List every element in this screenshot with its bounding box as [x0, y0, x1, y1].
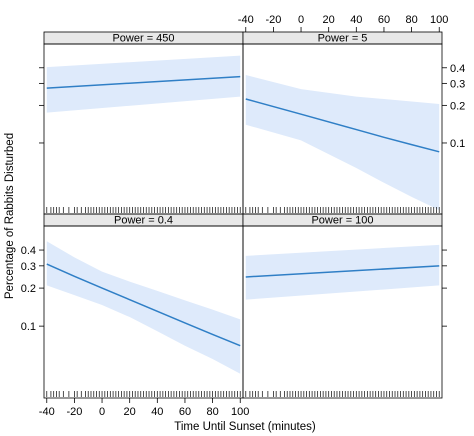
panel-strip-label: Power = 450: [112, 33, 174, 45]
x-tick-label: 40: [350, 14, 362, 26]
confidence-band: [245, 244, 440, 300]
y-tick-label: 0.4: [450, 63, 465, 75]
fit-line: [245, 265, 440, 278]
x-tick-label: 0: [99, 406, 105, 418]
axes: -40 -20 0 20 40 60 80 100 -40 -20 0 20 40 60 80 100 0.1 0…: [21, 14, 466, 418]
x-tick-label: 60: [179, 406, 191, 418]
panel-frames: [43, 43, 443, 399]
x-tick-label: 100: [430, 14, 448, 26]
fit-line: [46, 263, 241, 347]
y-axis-label: Percentage of Rabbits Disturbed: [4, 133, 16, 299]
x-axis-label: Time Until Sunset (minutes): [174, 421, 316, 433]
confidence-band: [46, 241, 241, 374]
panel-strip-label: Power = 5: [318, 33, 368, 45]
x-tick-label: 20: [323, 14, 335, 26]
fit-line: [245, 98, 440, 153]
y-tick-label: 0.2: [21, 283, 36, 295]
rug-marks: [46, 207, 440, 397]
panel-strip-label: Power = 0.4: [114, 215, 173, 227]
y-tick-label: 0.1: [450, 138, 465, 150]
confidence-band: [245, 75, 440, 211]
x-tick-label: 100: [231, 406, 249, 418]
y-tick-label: 0.1: [21, 321, 36, 333]
confidence-band: [46, 55, 241, 113]
x-tick-label: 0: [298, 14, 304, 26]
fit-line: [46, 75, 241, 89]
x-tick-label: -40: [238, 14, 254, 26]
y-tick-label: 0.3: [450, 78, 465, 90]
y-tick-label: 0.2: [450, 100, 465, 112]
panel-strip-label: Power = 100: [311, 215, 373, 227]
panel-frame: [242, 43, 443, 215]
x-tick-label: -40: [39, 406, 55, 418]
x-tick-label: 40: [151, 406, 163, 418]
fit-lines: [46, 75, 440, 347]
x-tick-label: 60: [378, 14, 390, 26]
panel-frame: [242, 225, 443, 399]
confidence-bands: [46, 55, 440, 374]
panel-strips: Power = 450 Power = 5 Power = 0.4 Power = 1…: [43, 31, 443, 227]
x-tick-label: 20: [124, 406, 136, 418]
x-tick-label: -20: [265, 14, 281, 26]
x-tick-label: 80: [405, 14, 417, 26]
x-tick-label: 80: [206, 406, 218, 418]
y-tick-label: 0.4: [21, 245, 36, 257]
y-tick-label: 0.3: [21, 261, 36, 273]
x-tick-label: -20: [66, 406, 82, 418]
